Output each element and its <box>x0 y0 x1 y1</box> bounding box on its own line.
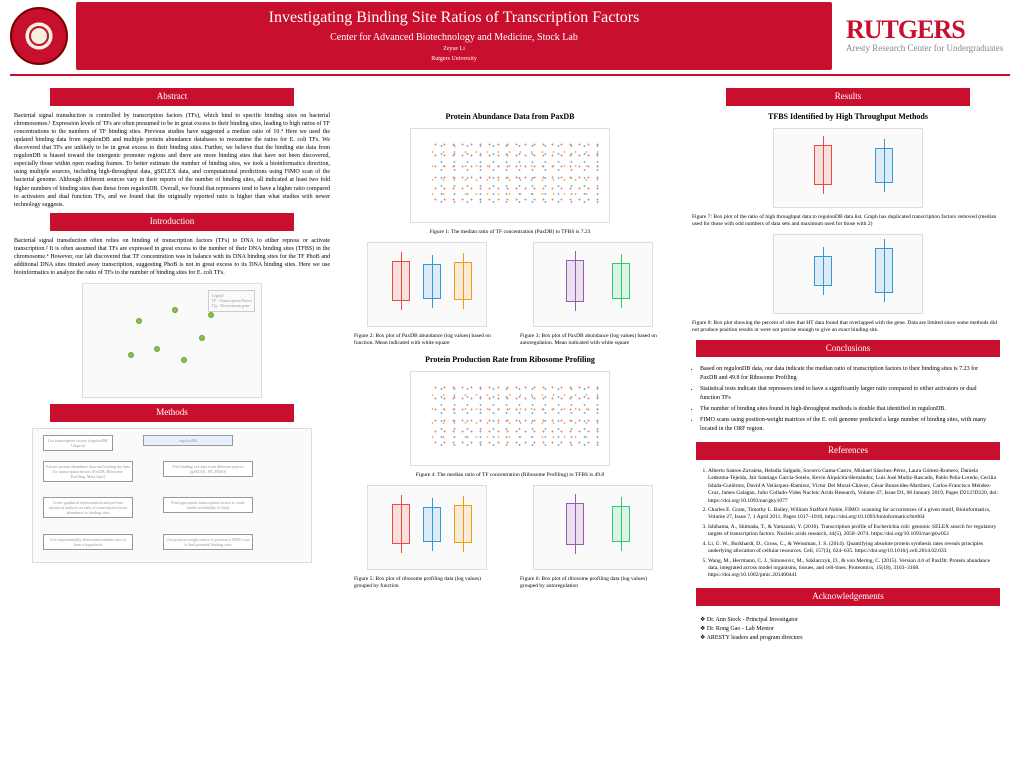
figure-2-boxplot <box>367 242 487 327</box>
logo-text: RUTGERS <box>846 18 1010 41</box>
ack-item: Dr. Rong Gao - Lab Mentor <box>707 626 774 632</box>
acknowledgements-list: ❖ Dr. Ann Stock - Principal Investigator… <box>686 612 1010 647</box>
reference-item: Wang, M., Herrmann, C. J., Simonovic, M.… <box>708 558 1000 580</box>
methods-flowchart: List transcription factors (regulonDB, U… <box>32 428 312 563</box>
rutgers-logo: RUTGERS Aresty Research Center for Under… <box>840 18 1010 53</box>
poster-affiliation: Rutgers University <box>96 56 812 64</box>
ack-item: ARESTY leaders and program directors <box>707 635 803 641</box>
logo-subtext: Aresty Research Center for Undergraduate… <box>846 44 1010 54</box>
reference-item: Ishihama, A., Shimada, T., & Yamazaki, Y… <box>708 524 1000 539</box>
figure-7-boxplot <box>773 128 923 208</box>
paxdb-subtitle: Protein Abundance Data from PaxDB <box>348 112 672 122</box>
references-header: References <box>696 442 1000 460</box>
conclusions-header: Conclusions <box>696 340 1000 358</box>
figure-4-scatter <box>410 371 610 466</box>
figure-1-scatter <box>410 128 610 223</box>
figure-3-boxplot <box>533 242 653 327</box>
abstract-header: Abstract <box>50 88 294 106</box>
conclusion-item: The number of binding sites found in hig… <box>700 405 996 414</box>
ribosome-subtitle: Protein Production Rate from Ribosome Pr… <box>348 355 672 365</box>
title-box: Investigating Binding Site Ratios of Tra… <box>76 2 832 69</box>
methods-header: Methods <box>50 404 294 422</box>
column-middle: . Protein Abundance Data from PaxDB Figu… <box>348 84 672 647</box>
abstract-text: Bacterial signal transduction is control… <box>10 112 334 209</box>
conclusion-item: Statistical tests indicate that represso… <box>700 385 996 403</box>
figure-8-boxplot <box>773 234 923 314</box>
figure-6-caption: Figure 6: Box plot of ribosome profiling… <box>514 574 672 592</box>
figure-1-caption: Figure 1: The median ratio of TF concent… <box>348 227 672 238</box>
references-list: Alberto Santos-Zavaleta, Heladia Salgado… <box>686 466 1010 584</box>
ack-item: Dr. Ann Stock - Principal Investigator <box>707 617 798 623</box>
figure-3-caption: Figure 3: Box plot of PaxDB abundance (l… <box>514 331 672 349</box>
figure-8-caption: Figure 8: Box plot showing the percent o… <box>686 318 1010 336</box>
reference-item: Charles E. Grant, Timothy L. Bailey, Wil… <box>708 507 1000 522</box>
introduction-text: Bacterial signal transduction often reli… <box>10 237 334 277</box>
figure-5-caption: Figure 5: Box plot of ribosome profiling… <box>348 574 506 592</box>
reference-item: Li, G. W., Burkhardt, D., Gross, C., & W… <box>708 541 1000 556</box>
acknowledgements-header: Acknowledgements <box>696 588 1000 606</box>
column-right: Results TFBS Identified by High Throughp… <box>686 84 1010 647</box>
figure-5-boxplot <box>367 485 487 570</box>
conclusion-item: Based on regulonDB data, our data indica… <box>700 365 996 383</box>
column-left: Abstract Bacterial signal transduction i… <box>10 84 334 647</box>
results-header: Results <box>726 88 970 106</box>
poster-header: Investigating Binding Site Ratios of Tra… <box>0 0 1020 72</box>
reference-item: Alberto Santos-Zavaleta, Heladia Salgado… <box>708 468 1000 505</box>
poster-columns: Abstract Bacterial signal transduction i… <box>0 84 1020 647</box>
network-diagram: LegendTF - Transcription FactorTfg - Dow… <box>82 283 262 398</box>
figure-2-caption: Figure 2: Box plot of PaxDB abundance (l… <box>348 331 506 349</box>
introduction-header: Introduction <box>50 213 294 231</box>
poster-title: Investigating Binding Site Ratios of Tra… <box>96 8 812 29</box>
figure-4-caption: Figure 4: The median ratio of TF concent… <box>348 470 672 481</box>
conclusions-list: Based on regulonDB data, our data indica… <box>686 363 1010 438</box>
figure-7-caption: Figure 7: Box plot of the ratio of high … <box>686 212 1010 230</box>
poster-author: Zeyue Li <box>96 46 812 54</box>
conclusion-item: FIMO scans using position-weight matrice… <box>700 416 996 434</box>
figure-6-boxplot <box>533 485 653 570</box>
tfbs-subtitle: TFBS Identified by High Throughput Metho… <box>686 112 1010 122</box>
header-divider <box>10 74 1010 76</box>
poster-subtitle: Center for Advanced Biotechnology and Me… <box>96 31 812 44</box>
rutgers-seal-icon <box>10 7 68 65</box>
